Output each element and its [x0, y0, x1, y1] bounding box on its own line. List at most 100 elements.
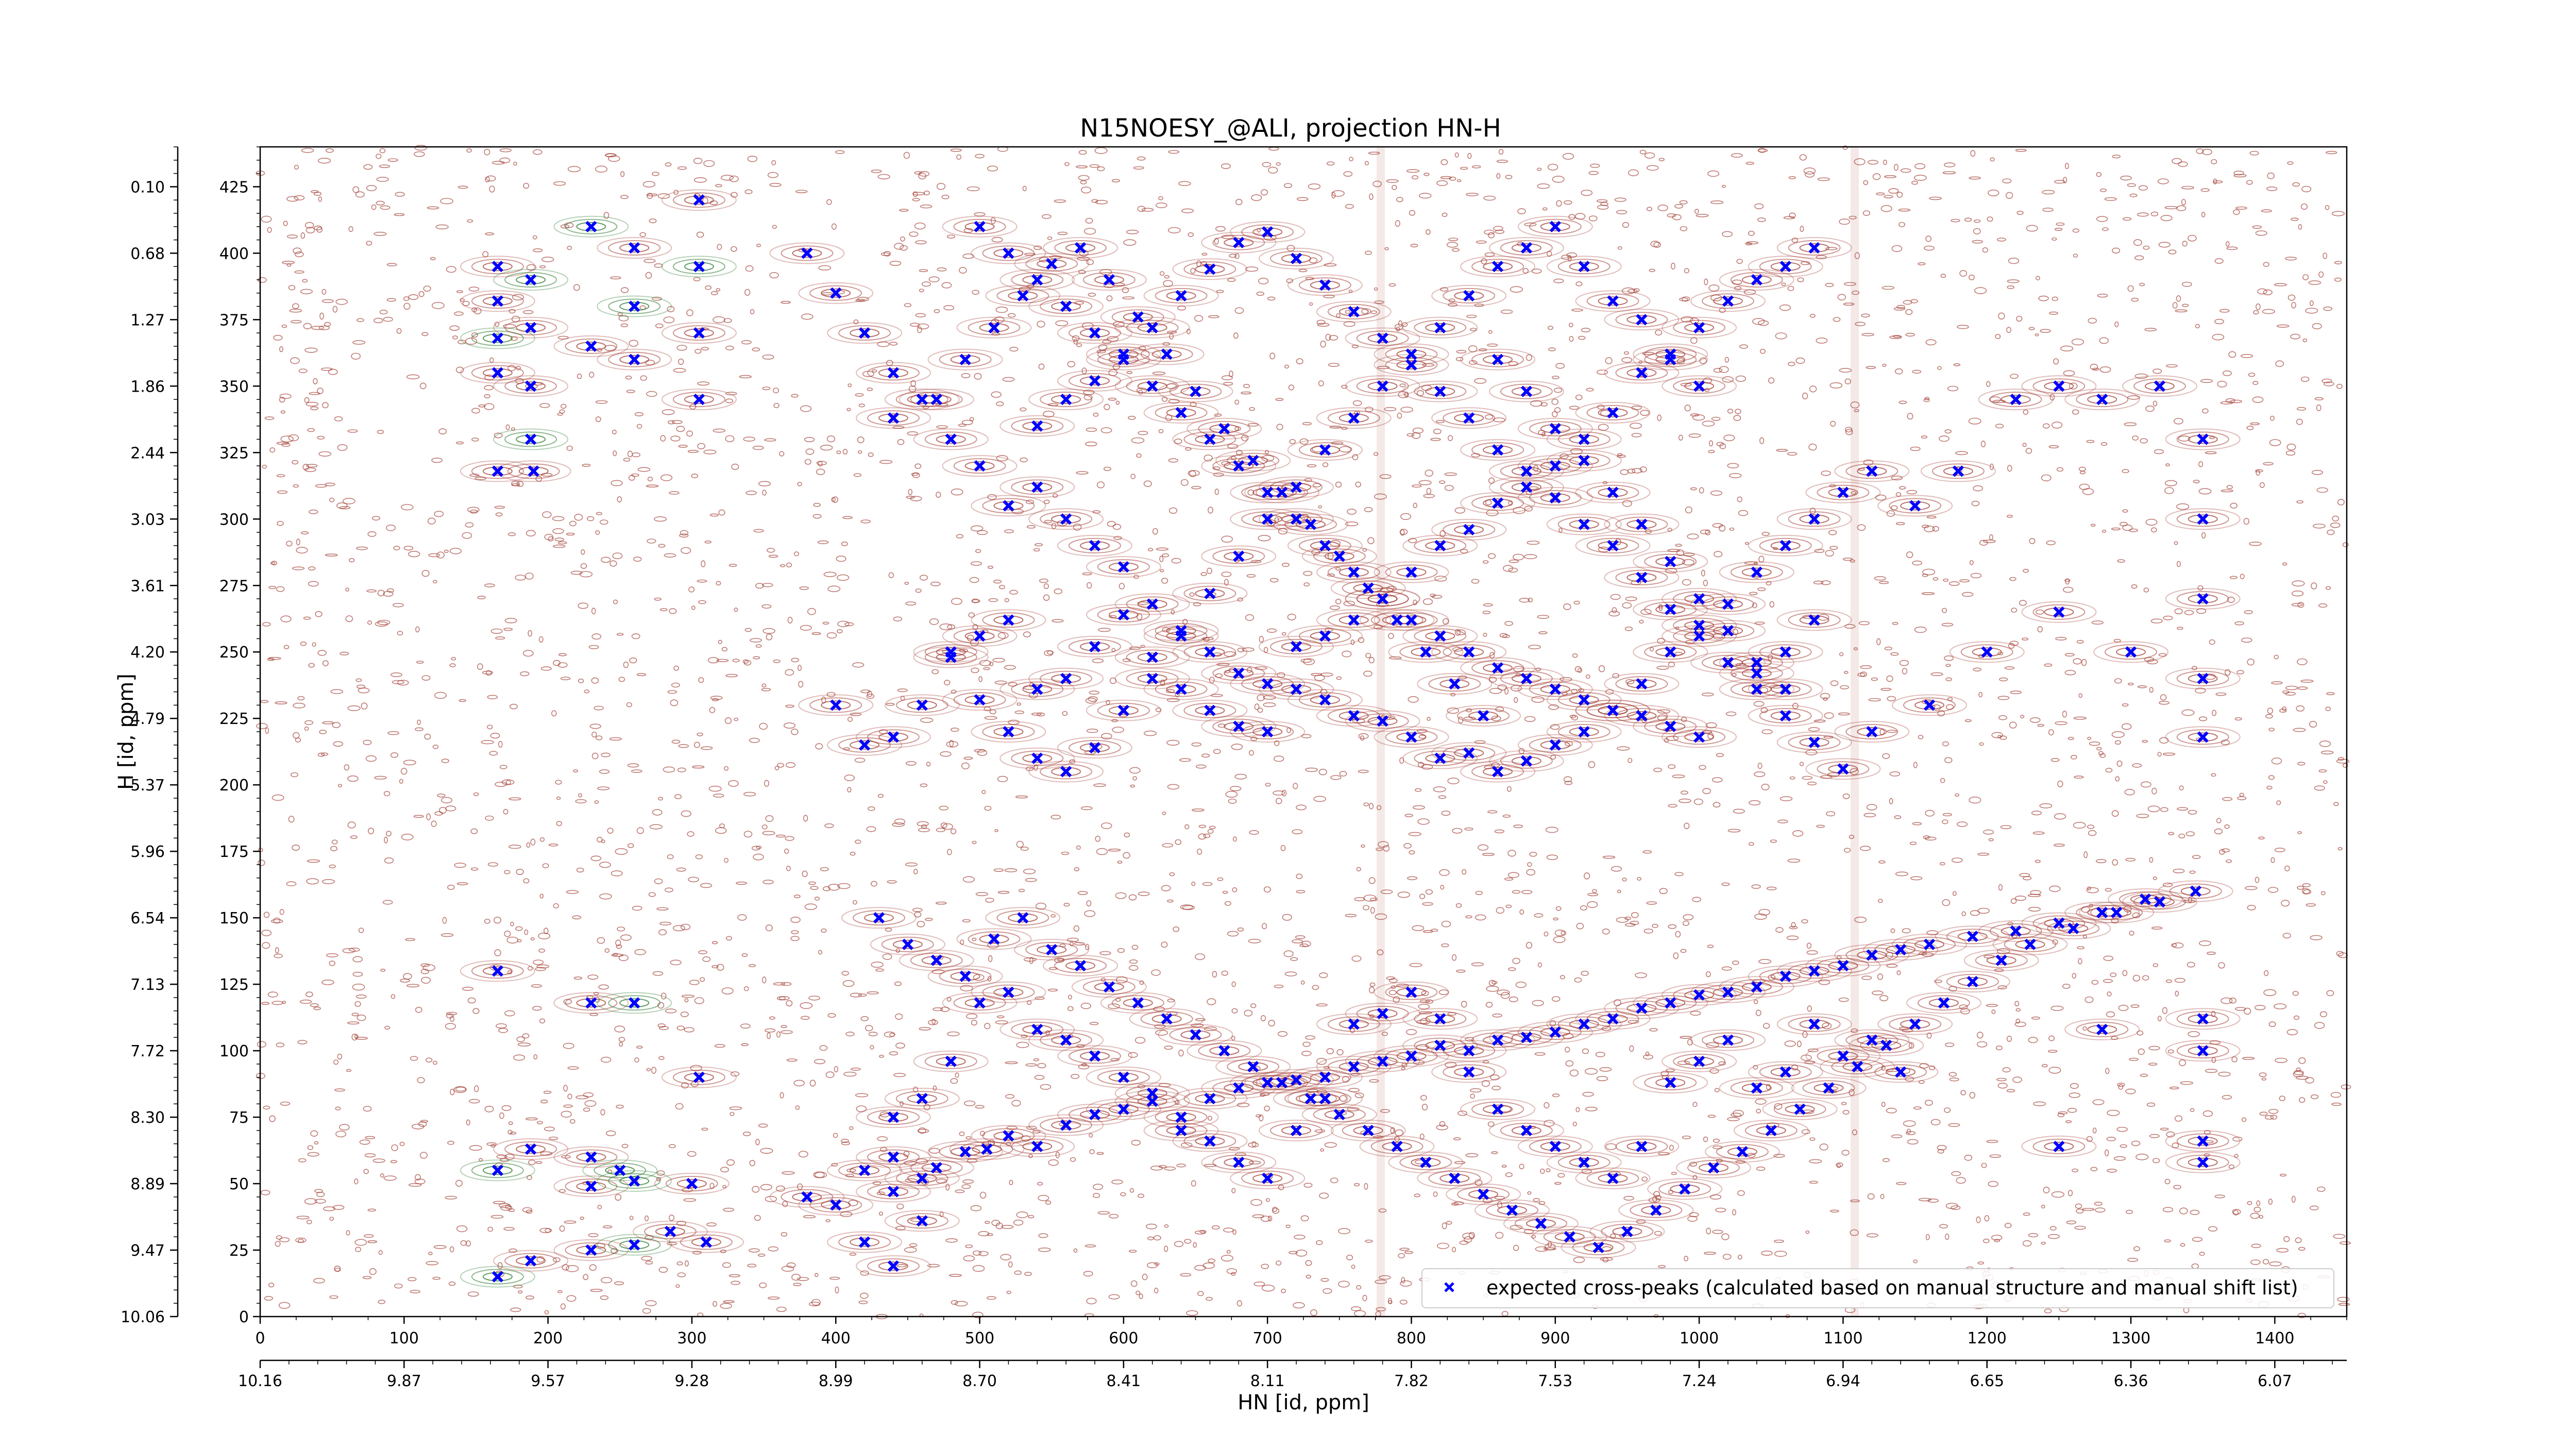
noise-contour — [1318, 768, 1327, 776]
noise-contour — [2284, 692, 2296, 696]
noise-contour — [2300, 679, 2314, 683]
noise-contour — [2037, 723, 2044, 727]
noise-contour — [853, 473, 861, 477]
noise-contour — [530, 937, 535, 941]
noise-contour — [776, 1031, 781, 1038]
noise-contour — [1933, 577, 1939, 581]
noise-contour — [620, 195, 629, 199]
noise-contour — [310, 406, 319, 411]
noise-contour — [1681, 316, 1693, 323]
noise-contour — [1487, 343, 1498, 347]
noise-contour — [2214, 1194, 2225, 1199]
noise-contour — [1404, 1251, 1414, 1254]
noise-contour — [1744, 542, 1749, 545]
noise-contour — [1979, 742, 1984, 746]
noise-contour — [607, 828, 614, 834]
noise-contour — [462, 300, 470, 307]
noise-contour — [1882, 285, 1894, 290]
noise-contour — [681, 995, 695, 998]
noise-contour — [2243, 518, 2249, 525]
noise-contour — [1329, 335, 1338, 341]
noise-contour — [1314, 1129, 1326, 1133]
noise-contour — [877, 341, 890, 347]
noise-contour — [1505, 175, 1513, 179]
noise-contour — [850, 1067, 861, 1071]
noise-contour — [2180, 1081, 2193, 1085]
noise-contour — [2268, 775, 2275, 780]
noise-contour — [1929, 1065, 1936, 1070]
noise-contour — [2140, 781, 2151, 788]
noise-contour — [2131, 584, 2138, 589]
noise-contour — [1276, 424, 1283, 430]
noise-contour — [434, 692, 447, 699]
noise-contour — [1608, 611, 1620, 617]
noise-contour — [263, 1105, 270, 1110]
noise-contour — [1260, 1093, 1265, 1097]
noise-contour — [709, 1183, 715, 1189]
noise-contour — [1601, 1026, 1612, 1032]
noise-contour — [1372, 180, 1382, 188]
noise-contour — [539, 894, 544, 899]
noise-contour — [747, 1263, 757, 1268]
noise-contour — [2054, 227, 2063, 231]
noise-contour — [2221, 997, 2233, 1004]
noise-contour — [785, 836, 794, 841]
noise-contour — [1343, 600, 1355, 606]
noise-contour — [340, 651, 349, 655]
noise-contour — [761, 687, 771, 692]
noise-contour — [2113, 1156, 2126, 1161]
noise-contour — [1947, 385, 1959, 392]
noise-contour — [1819, 1143, 1828, 1151]
noise-contour — [786, 1000, 793, 1007]
noise-contour — [448, 1281, 456, 1286]
noise-contour — [1254, 703, 1260, 710]
noise-contour — [2149, 1134, 2160, 1138]
noise-contour — [1839, 368, 1852, 373]
noise-contour — [1531, 696, 1545, 703]
noise-contour — [1637, 877, 1642, 881]
noise-contour — [1910, 299, 1918, 304]
noise-contour — [1028, 1154, 1033, 1158]
noise-contour — [1657, 709, 1671, 714]
noise-contour — [487, 862, 499, 867]
noise-contour — [731, 246, 737, 252]
noise-contour — [329, 497, 335, 502]
noise-contour — [2205, 1069, 2218, 1073]
noise-contour — [2228, 351, 2236, 358]
noise-contour — [2064, 163, 2069, 170]
noise-contour — [1083, 228, 1096, 235]
noise-contour — [1895, 871, 1908, 877]
noise-contour — [384, 1025, 391, 1030]
noise-contour — [2237, 796, 2247, 801]
noise-contour — [1573, 600, 1580, 605]
noise-contour — [556, 821, 563, 827]
noise-contour — [507, 532, 516, 536]
noise-contour — [647, 193, 658, 197]
noise-contour — [555, 780, 562, 785]
noise-contour — [718, 509, 725, 516]
noise-contour — [1374, 287, 1378, 291]
noise-contour — [1261, 189, 1268, 196]
noise-contour — [2165, 463, 2170, 467]
noise-contour — [317, 158, 331, 164]
noise-contour — [1237, 597, 1243, 602]
noise-contour — [1814, 549, 1825, 553]
noise-contour — [1757, 217, 1766, 222]
noise-contour — [2127, 682, 2134, 686]
noise-contour — [279, 909, 284, 915]
noise-contour — [1654, 1231, 1662, 1236]
noise-contour — [1207, 998, 1216, 1005]
noise-contour — [652, 296, 663, 301]
noise-contour — [1397, 412, 1402, 419]
noise-contour — [1891, 475, 1903, 481]
noise-contour — [1104, 403, 1110, 411]
noise-contour — [2235, 206, 2247, 210]
noise-contour — [2057, 1113, 2065, 1118]
noise-contour — [2337, 757, 2344, 761]
noise-contour — [1722, 376, 1734, 383]
noise-contour — [811, 632, 821, 635]
noise-contour — [1845, 429, 1853, 435]
noise-contour — [2112, 859, 2118, 866]
noise-contour — [2160, 1127, 2169, 1131]
noise-contour — [500, 1158, 510, 1162]
